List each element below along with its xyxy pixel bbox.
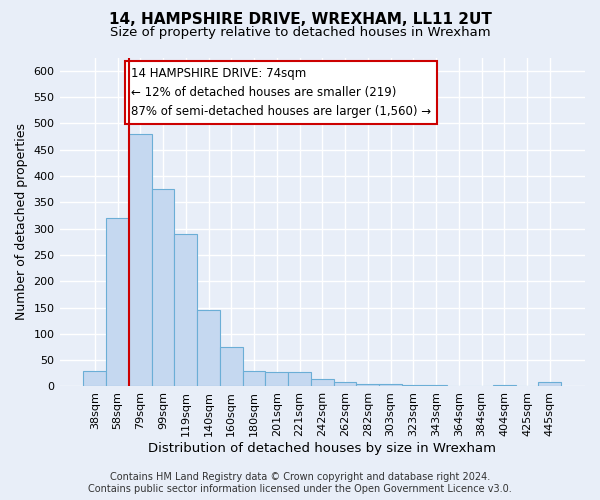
Bar: [106, 218, 129, 386]
Text: 14 HAMPSHIRE DRIVE: 74sqm
← 12% of detached houses are smaller (219)
87% of semi: 14 HAMPSHIRE DRIVE: 74sqm ← 12% of detac…: [131, 67, 431, 118]
Bar: [220, 347, 242, 387]
Bar: [538, 382, 561, 386]
Bar: [402, 385, 425, 386]
Bar: [242, 370, 265, 386]
Bar: [311, 378, 334, 386]
Bar: [334, 382, 356, 386]
Y-axis label: Number of detached properties: Number of detached properties: [15, 124, 28, 320]
Text: Size of property relative to detached houses in Wrexham: Size of property relative to detached ho…: [110, 26, 490, 39]
Bar: [175, 234, 197, 386]
Bar: [425, 385, 448, 386]
Text: Contains HM Land Registry data © Crown copyright and database right 2024.
Contai: Contains HM Land Registry data © Crown c…: [88, 472, 512, 494]
Bar: [83, 370, 106, 386]
Text: 14, HAMPSHIRE DRIVE, WREXHAM, LL11 2UT: 14, HAMPSHIRE DRIVE, WREXHAM, LL11 2UT: [109, 12, 491, 28]
Bar: [129, 134, 152, 386]
Bar: [356, 384, 379, 386]
Bar: [197, 310, 220, 386]
Bar: [288, 372, 311, 386]
X-axis label: Distribution of detached houses by size in Wrexham: Distribution of detached houses by size …: [148, 442, 496, 455]
Bar: [152, 189, 175, 386]
Bar: [493, 385, 515, 386]
Bar: [265, 372, 288, 386]
Bar: [379, 384, 402, 386]
